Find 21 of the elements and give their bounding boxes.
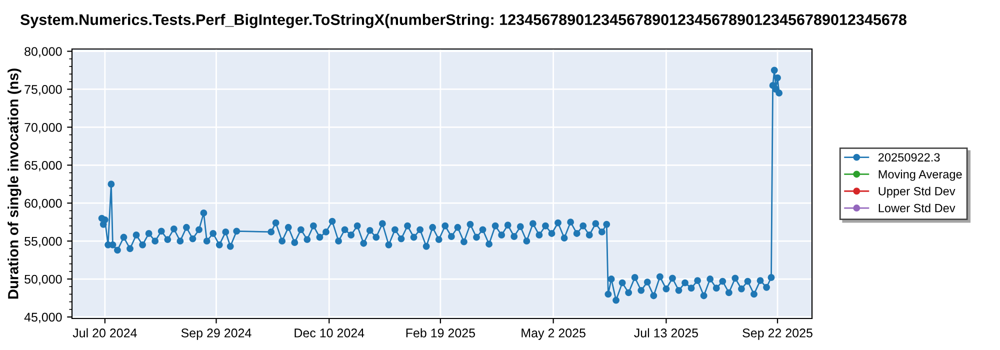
legend-label: Lower Std Dev [878,204,956,212]
legend-label: 20250922.3 [878,153,940,162]
x-tick-label: Jul 20 2024 [72,328,137,338]
y-tick-label: 55,000 [24,236,62,248]
y-tick-label: 65,000 [24,160,62,172]
legend-label: Moving Average [878,170,962,181]
x-tick-label: Jul 13 2025 [634,328,698,338]
y-tick-label: 60,000 [24,198,62,210]
x-tick-label: Sep 22 2025 [742,328,812,340]
y-tick-label: 75,000 [24,85,62,96]
x-tick-label: Dec 10 2024 [294,328,364,338]
y-axis-title: Duration of single invocation (ns) [8,68,22,299]
x-tick-label: Sep 29 2024 [181,328,252,340]
y-tick-label: 45,000 [24,312,62,324]
x-tick-label: Feb 19 2025 [406,328,476,338]
y-tick-label: 80,000 [24,47,62,58]
chart-title: System.Numerics.Tests.Perf_BigInteger.ToStringX(numberString: 123456789012345678901234567890123456789012345678 [20,14,906,28]
x-tick-label: May 2 2025 [522,328,586,340]
legend-label: Upper Std Dev [878,186,956,198]
y-tick-label: 70,000 [24,122,62,134]
y-tick-label: 50,000 [24,274,62,286]
